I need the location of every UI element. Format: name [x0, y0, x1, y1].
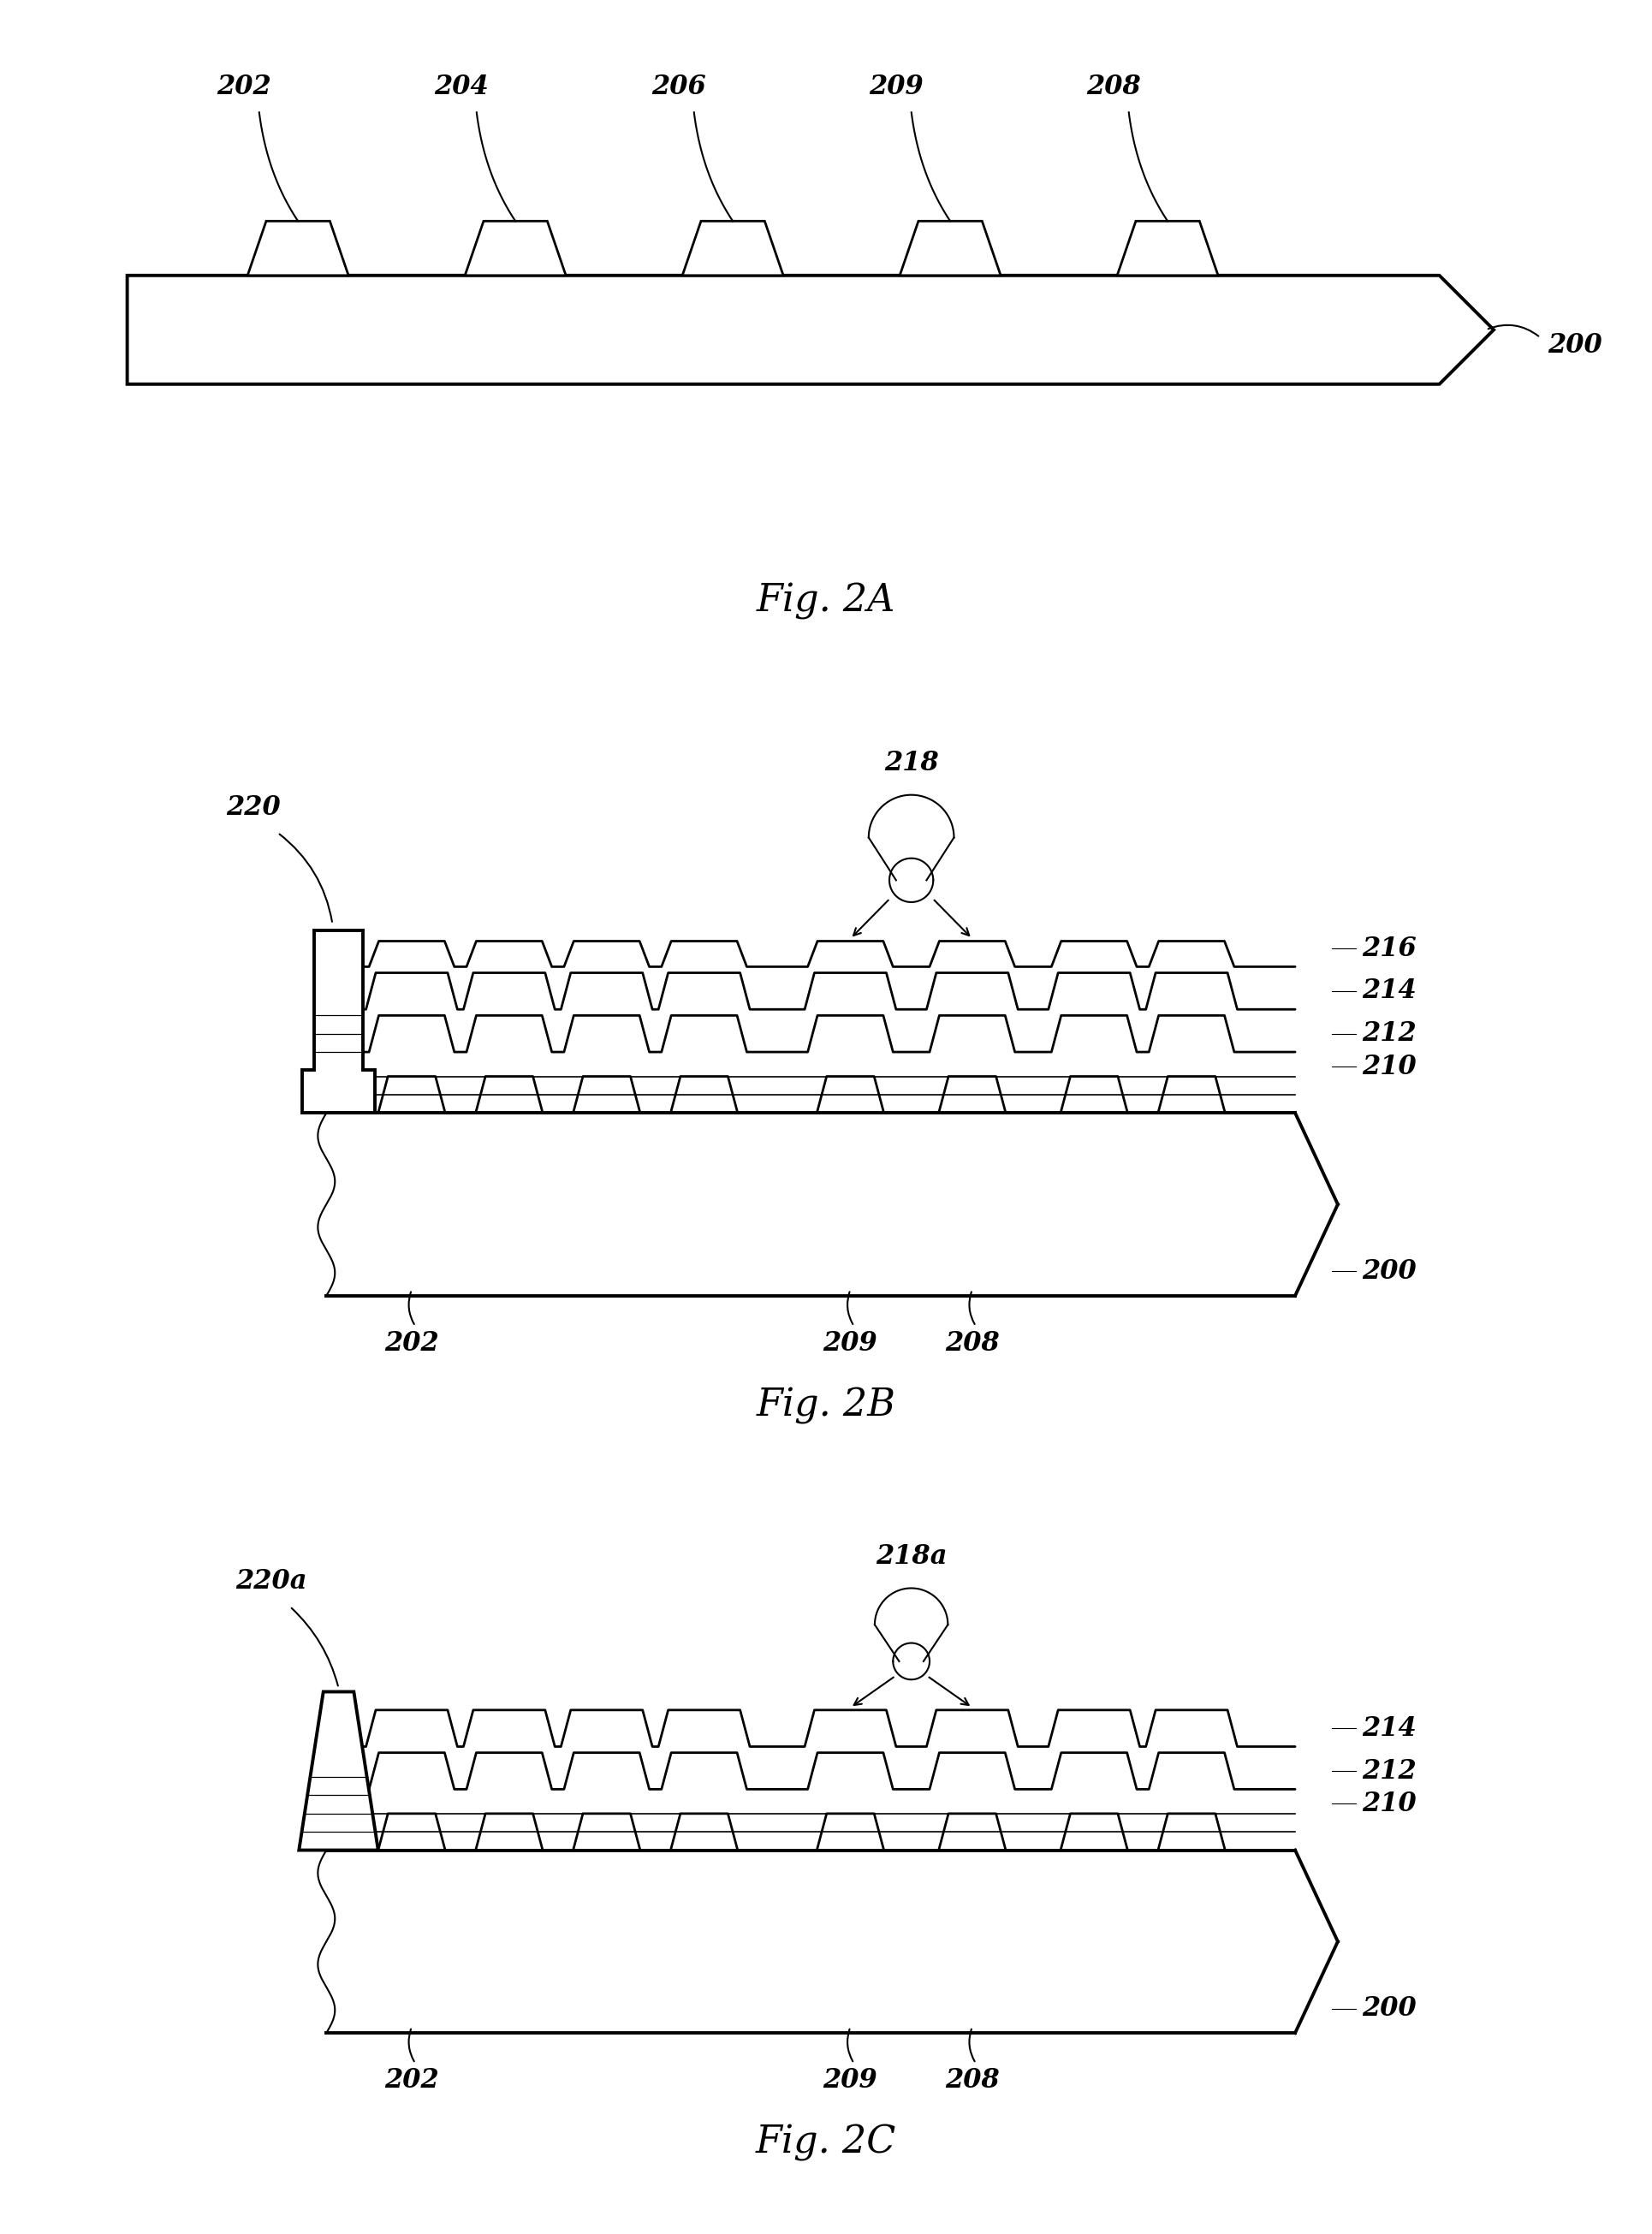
Polygon shape: [1117, 221, 1218, 275]
Text: 212: 212: [1363, 1021, 1417, 1048]
Text: 209: 209: [823, 2066, 877, 2093]
Text: 218: 218: [884, 751, 938, 777]
Polygon shape: [248, 221, 349, 275]
Text: 220: 220: [226, 793, 281, 820]
Text: 200: 200: [1363, 1995, 1417, 2022]
Text: 210: 210: [1363, 1792, 1417, 1816]
Text: 214: 214: [1363, 1716, 1417, 1743]
Polygon shape: [299, 1691, 378, 1850]
Text: 202: 202: [385, 2066, 439, 2093]
Text: 208: 208: [945, 1329, 999, 1356]
Text: 210: 210: [1363, 1054, 1417, 1079]
Text: 206: 206: [651, 74, 705, 101]
Text: 208: 208: [1085, 74, 1140, 101]
Text: 200: 200: [1363, 1258, 1417, 1285]
Text: 218a: 218a: [876, 1544, 947, 1571]
Text: 202: 202: [216, 74, 271, 101]
Polygon shape: [900, 221, 1001, 275]
Text: 220a: 220a: [236, 1568, 307, 1595]
Text: 216: 216: [1363, 936, 1417, 961]
Polygon shape: [464, 221, 567, 275]
Text: 204: 204: [434, 74, 489, 101]
Text: 200: 200: [1548, 333, 1602, 360]
Polygon shape: [127, 275, 1493, 384]
Polygon shape: [682, 221, 783, 275]
Text: 202: 202: [385, 1329, 439, 1356]
Text: 209: 209: [869, 74, 923, 101]
Text: Fig. 2A: Fig. 2A: [757, 583, 895, 621]
Text: 209: 209: [823, 1329, 877, 1356]
Text: 214: 214: [1363, 978, 1417, 1005]
Text: Fig. 2C: Fig. 2C: [755, 2125, 897, 2160]
Text: 212: 212: [1363, 1758, 1417, 1785]
Text: Fig. 2B: Fig. 2B: [757, 1387, 895, 1423]
Text: 208: 208: [945, 2066, 999, 2093]
Polygon shape: [302, 929, 375, 1113]
